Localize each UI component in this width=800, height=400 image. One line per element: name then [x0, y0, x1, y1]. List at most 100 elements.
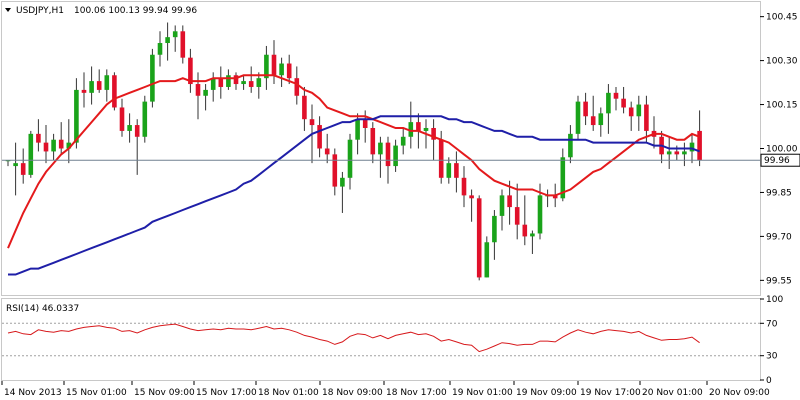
- fast-ma-line: [7, 74, 700, 249]
- candle-body: [271, 54, 277, 76]
- candle: [476, 195, 482, 281]
- candle: [20, 148, 26, 184]
- slow-ma-line: [8, 115, 700, 276]
- candle: [522, 195, 528, 246]
- time-tick-label: 18 Nov 09:00: [322, 388, 383, 398]
- candle-body: [400, 136, 406, 146]
- candle-body: [666, 151, 672, 155]
- candle: [431, 119, 436, 161]
- candle-body: [233, 75, 239, 85]
- candle-body: [362, 119, 368, 128]
- candle-body: [507, 195, 512, 208]
- candle: [370, 122, 376, 164]
- time-tick-label: 15 Nov 01:00: [66, 388, 127, 398]
- candle-body: [644, 104, 649, 131]
- candle-body: [347, 139, 353, 178]
- candle-body: [203, 89, 208, 96]
- candle-body: [408, 122, 414, 137]
- candle-body: [613, 92, 619, 99]
- candle: [378, 136, 383, 178]
- candle-body: [568, 133, 573, 158]
- candle-body: [590, 116, 596, 126]
- candle: [469, 189, 474, 222]
- candle: [172, 25, 178, 52]
- candle: [233, 72, 239, 90]
- price-tick-label: 99.70: [766, 232, 792, 242]
- candle-body: [127, 125, 132, 131]
- time-tick-label: 15 Nov 17:00: [196, 388, 257, 398]
- time-tick-label: 20 Nov 01:00: [642, 388, 703, 398]
- candle: [203, 84, 208, 111]
- candle: [286, 54, 292, 85]
- candle-body: [499, 195, 505, 216]
- candle-body: [43, 142, 49, 152]
- candle: [112, 72, 117, 111]
- candle: [188, 48, 193, 93]
- candle-body: [628, 107, 634, 117]
- candle-body: [492, 215, 497, 243]
- rsi-pane[interactable]: [1, 298, 761, 381]
- candle-body: [248, 81, 254, 87]
- rsi-tick-label: 0: [766, 376, 772, 386]
- candle-body: [514, 207, 520, 225]
- candle: [226, 69, 231, 90]
- candle-body: [309, 119, 315, 126]
- candle: [279, 57, 284, 87]
- last-price-marker: 99.96: [760, 153, 800, 167]
- candle-body: [636, 104, 642, 117]
- rsi-plot: [2, 322, 760, 357]
- candle: [514, 183, 520, 240]
- candle-body: [393, 145, 398, 167]
- candle-body: [256, 78, 262, 87]
- candle: [393, 139, 398, 172]
- candle: [157, 31, 163, 67]
- candle-body: [446, 163, 452, 178]
- candle-body: [218, 78, 224, 87]
- candle-body: [606, 92, 611, 114]
- candle: [682, 142, 687, 167]
- price-tick-label: 100.15: [766, 101, 798, 111]
- candle: [613, 86, 619, 111]
- candle: [575, 95, 581, 140]
- candle: [606, 84, 611, 134]
- rsi-axis: 100 70 30 0: [760, 295, 783, 386]
- candle-body: [150, 54, 155, 102]
- candle-body: [697, 130, 702, 161]
- price-tick-label: 100.00: [766, 145, 798, 155]
- candle-body: [286, 63, 292, 79]
- candle-body: [104, 75, 110, 90]
- candle: [256, 72, 262, 99]
- candle-body: [324, 148, 330, 155]
- candle: [446, 157, 452, 184]
- candle: [51, 133, 56, 161]
- candle: [332, 148, 338, 196]
- candle-body: [522, 224, 528, 237]
- time-tick-label: 18 Nov 17:00: [386, 388, 447, 398]
- time-axis: 14 Nov 2013 15 Nov 01:00 15 Nov 09:00 15 No…: [1, 381, 770, 398]
- candle: [568, 125, 573, 164]
- candle-body: [476, 198, 482, 278]
- candle: [142, 95, 148, 143]
- candle: [96, 69, 102, 93]
- candle: [104, 69, 110, 102]
- time-tick-label: 14 Nov 2013: [4, 388, 62, 398]
- candle-body: [157, 43, 163, 55]
- candle: [43, 125, 49, 164]
- candle-body: [66, 142, 72, 149]
- time-tick-label: 15 Nov 09:00: [134, 388, 195, 398]
- candle: [666, 136, 672, 170]
- candle: [150, 48, 155, 108]
- candle-body: [484, 242, 490, 278]
- symbol-header: USDJPY,H1 100.06 100.13 99.94 99.96: [5, 6, 197, 16]
- candle: [598, 107, 604, 137]
- candle-body: [302, 95, 307, 120]
- candle: [324, 133, 330, 164]
- candle: [294, 66, 300, 105]
- collapse-triangle-icon[interactable]: [5, 8, 11, 12]
- candle: [264, 45, 269, 90]
- price-axis: 100.45 100.30 100.15 100.00 99.85 99.70 99.55: [760, 13, 798, 286]
- candle: [621, 86, 626, 114]
- candle: [583, 92, 588, 126]
- candle-body: [416, 122, 421, 131]
